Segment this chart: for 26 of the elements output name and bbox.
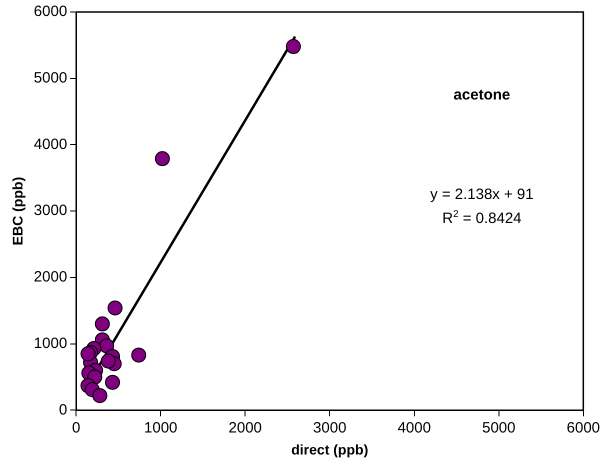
- x-tick-label: 3000: [313, 419, 346, 436]
- point: [286, 39, 301, 54]
- x-tick-label: 1000: [144, 419, 178, 436]
- point: [94, 316, 110, 332]
- point: [154, 151, 170, 166]
- y-tick-label: 3000: [34, 202, 68, 220]
- y-axis-title: EBC (ppb): [9, 176, 26, 246]
- annotation: y = 2.138x + 91: [430, 186, 534, 204]
- y-tick-label: 0: [58, 401, 68, 418]
- y-tick-label: 1000: [34, 334, 68, 352]
- point: [131, 348, 146, 363]
- point: [100, 354, 116, 369]
- y-tick-label: 5000: [34, 70, 68, 87]
- y-tick-label: 6000: [34, 3, 68, 20]
- x-tick-label: 0: [72, 419, 80, 436]
- x-axis-title: direct (ppb): [291, 441, 368, 458]
- point: [105, 374, 120, 390]
- y-tick-label: 2000: [34, 268, 68, 286]
- x-tick-label: 4000: [398, 419, 431, 436]
- x-tick-label: 5000: [482, 419, 516, 436]
- x-tick-label: 6000: [566, 419, 600, 436]
- annotation: acetone: [454, 86, 510, 104]
- y-tick-label: 4000: [34, 136, 68, 153]
- point: [92, 388, 108, 404]
- point: [108, 300, 123, 316]
- x-tick-label: 2000: [228, 419, 262, 436]
